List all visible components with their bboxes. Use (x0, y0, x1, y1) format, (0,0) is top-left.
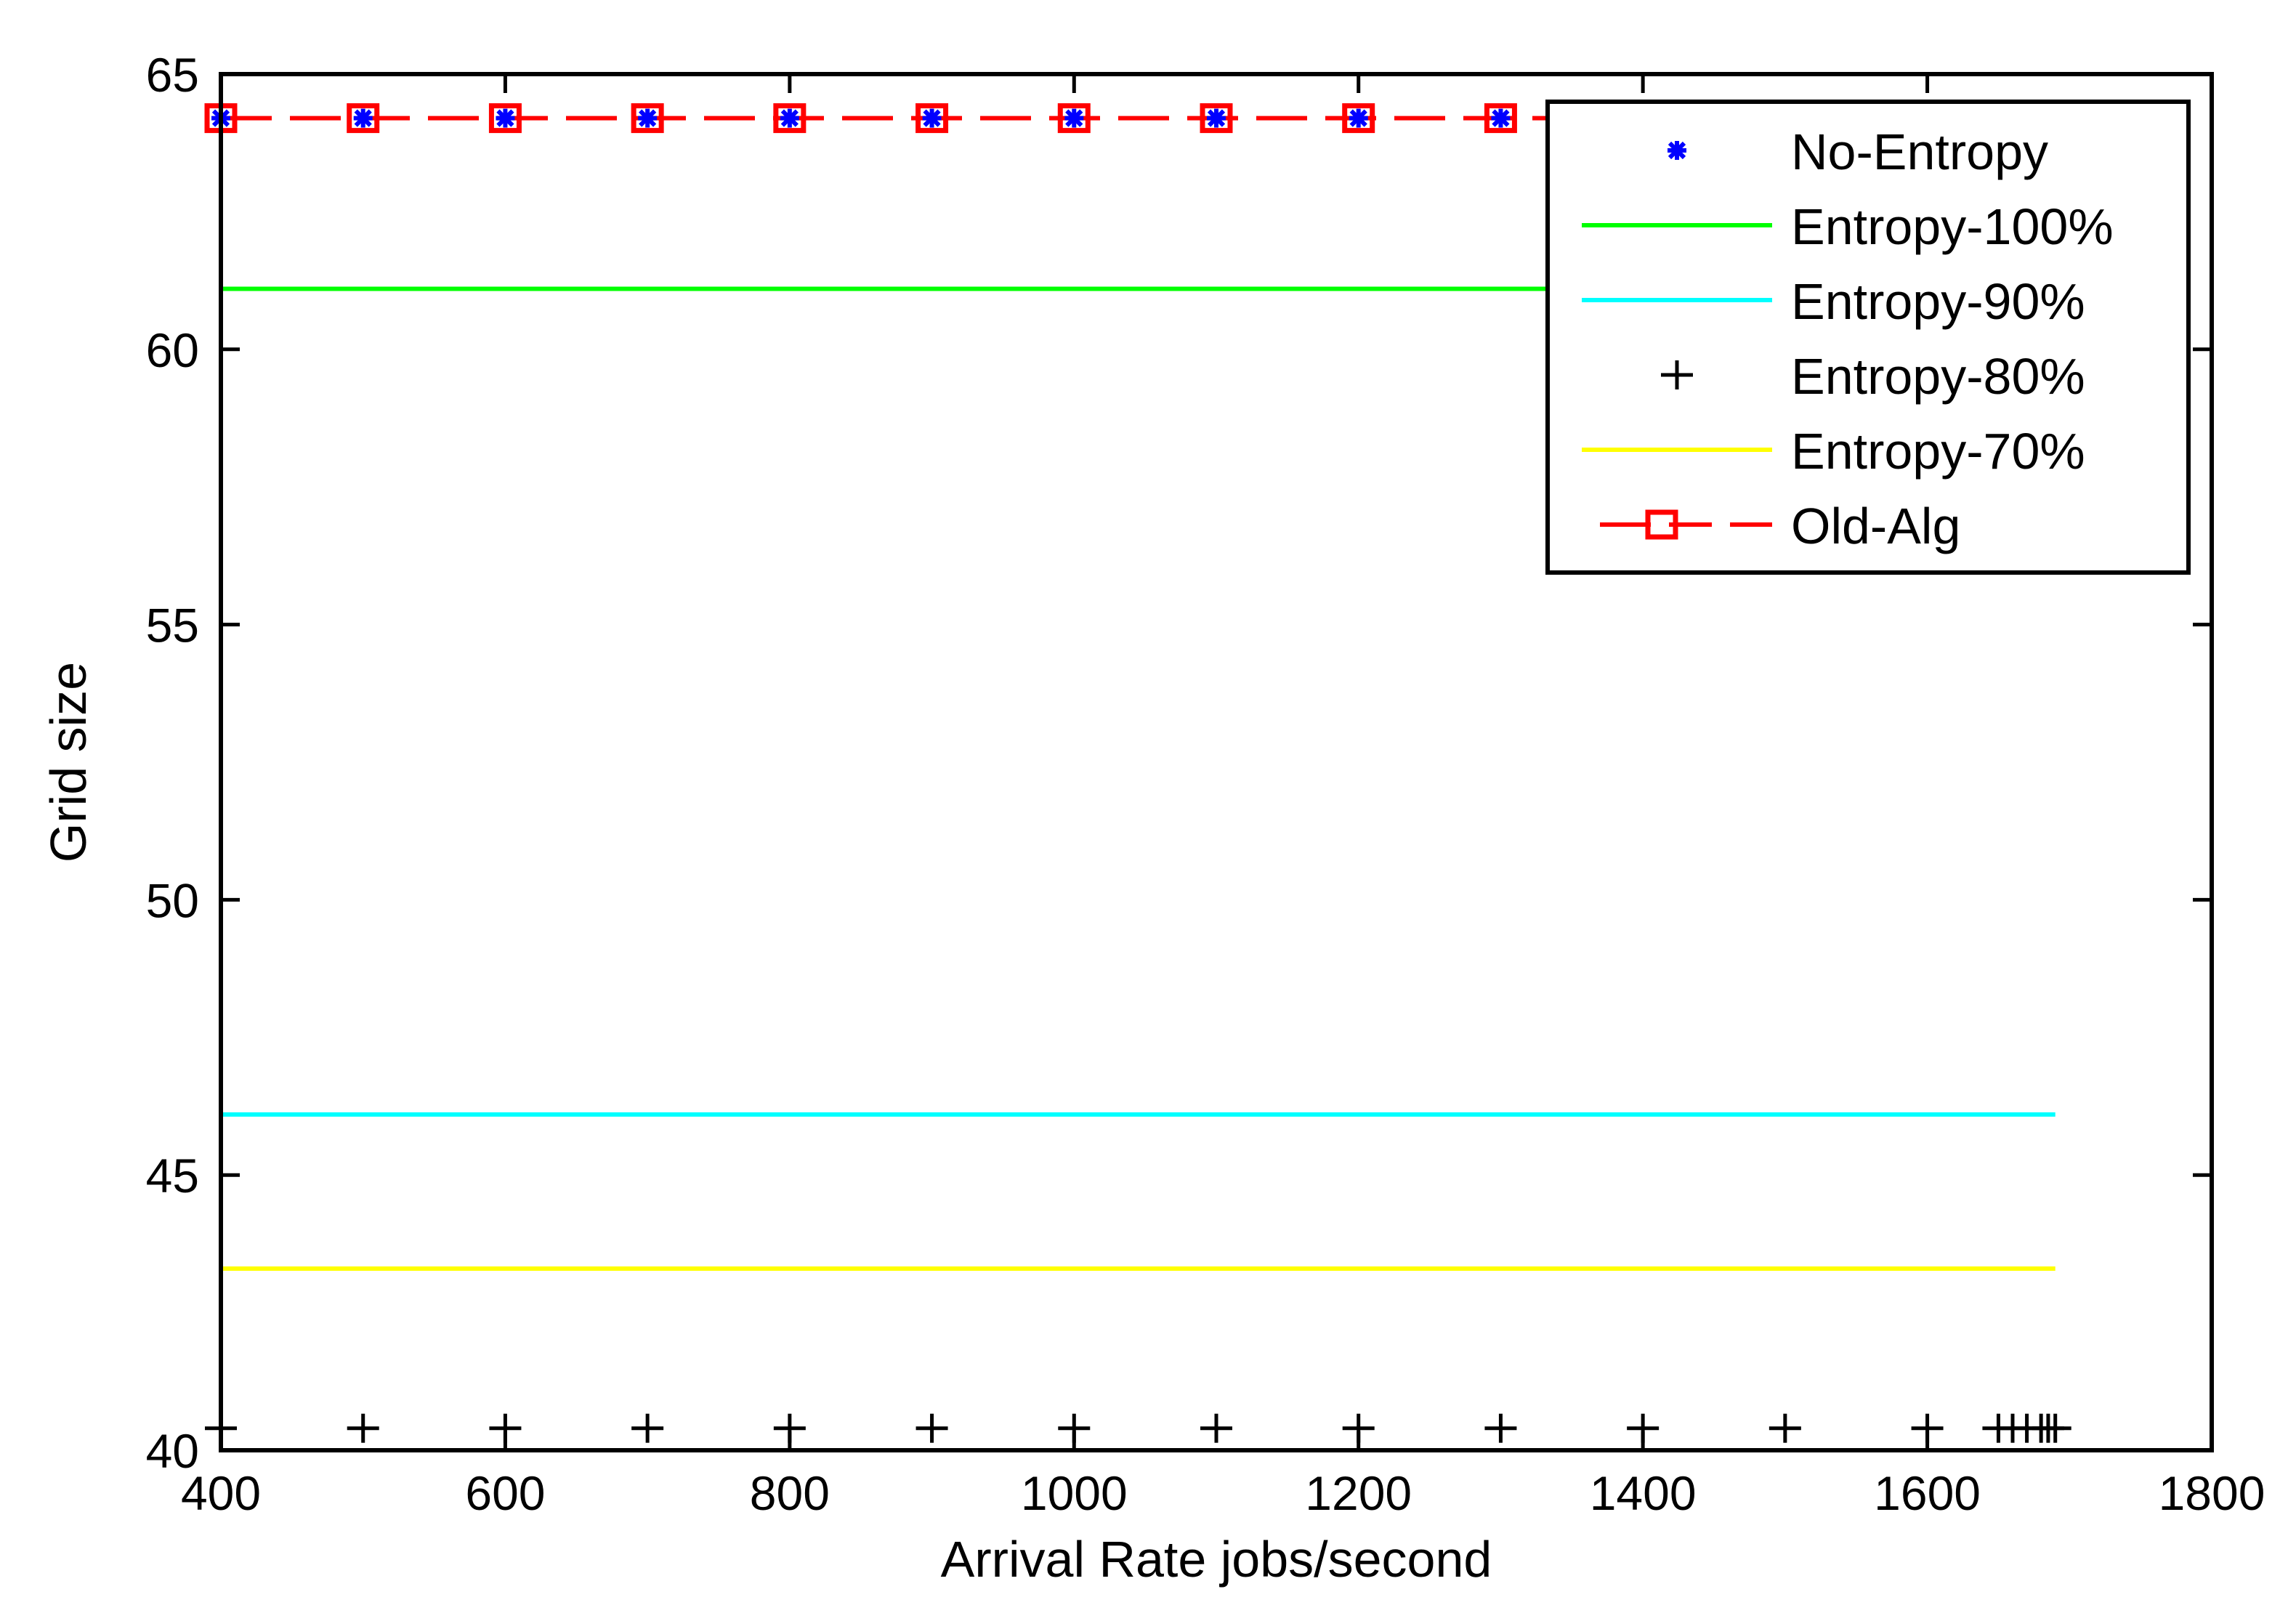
legend-item: Entropy-80% (1661, 348, 2085, 405)
square-marker-icon (488, 103, 522, 134)
y-tick-label: 65 (146, 48, 199, 102)
asterisk-marker-icon (780, 108, 799, 128)
y-axis-label: Grid size (40, 662, 97, 862)
x-tick-label: 1600 (1874, 1466, 1981, 1520)
plus-marker-icon (1484, 1413, 1517, 1443)
y-tick-label: 40 (146, 1424, 199, 1478)
square-marker-icon (1342, 103, 1375, 134)
x-tick-label: 800 (750, 1466, 830, 1520)
plus-marker-icon (1769, 1413, 1801, 1443)
y-tick-label: 45 (146, 1149, 199, 1202)
legend-label: Entropy-70% (1791, 423, 2085, 480)
x-tick-label: 1400 (1590, 1466, 1697, 1520)
plus-marker-icon (915, 1413, 948, 1443)
series-markers-entropy-80- (205, 1413, 2071, 1443)
legend: No-Entropy Entropy-100% Entropy-90% Entropy… (1545, 100, 2191, 575)
legend-label: Entropy-100% (1791, 198, 2114, 255)
legend-item: Entropy-100% (1582, 198, 2114, 255)
x-tick-label: 1000 (1021, 1466, 1128, 1520)
y-tick-label: 55 (146, 599, 199, 652)
square-marker-icon (1200, 103, 1233, 134)
asterisk-marker-icon (353, 108, 373, 128)
plus-marker-icon (347, 1413, 379, 1443)
x-tick-label: 1800 (2159, 1466, 2265, 1520)
plot-frame (219, 72, 2214, 1452)
legend-item: No-Entropy (1668, 124, 2048, 180)
x-tick-label: 400 (181, 1466, 261, 1520)
x-axis-label: Arrival Rate jobs/second (941, 1531, 1492, 1588)
y-tick-label: 50 (146, 873, 199, 927)
square-marker-icon (631, 103, 664, 134)
asterisk-marker-icon (496, 108, 515, 128)
legend-item: Old-Alg (1600, 498, 1960, 554)
legend-item: Entropy-90% (1582, 273, 2085, 330)
x-tick-label: 600 (465, 1466, 545, 1520)
legend-label: Entropy-90% (1791, 273, 2085, 330)
asterisk-marker-icon (922, 108, 942, 128)
square-marker-icon (1057, 103, 1091, 134)
y-tick-label: 60 (146, 323, 199, 377)
square-marker-icon (347, 103, 380, 134)
plus-marker-icon (1200, 1413, 1232, 1443)
square-marker-icon (915, 103, 949, 134)
square-marker-icon (1645, 509, 1678, 540)
plus-marker-icon (2039, 1413, 2071, 1443)
square-marker-icon (773, 103, 807, 134)
asterisk-marker-icon (1491, 108, 1511, 128)
asterisk-marker-icon (1668, 141, 1686, 160)
legend-label: Old-Alg (1791, 498, 1960, 554)
x-tick-label: 1200 (1305, 1466, 1412, 1520)
asterisk-marker-icon (1207, 108, 1226, 128)
asterisk-marker-icon (1349, 108, 1368, 128)
legend-box (1545, 100, 2191, 575)
asterisk-marker-icon (638, 108, 658, 128)
asterisk-marker-icon (1064, 108, 1084, 128)
plus-marker-icon (631, 1413, 664, 1443)
plot-axes: 400 600 800 1000 1200 1400 1600 1800 40 45 50 55 60 6… (146, 48, 2265, 1520)
square-marker-icon (1484, 103, 1517, 134)
legend-item: Entropy-70% (1582, 423, 2085, 480)
plus-marker-icon (1661, 360, 1693, 389)
legend-label: Entropy-80% (1791, 348, 2085, 405)
legend-label: No-Entropy (1791, 124, 2048, 180)
